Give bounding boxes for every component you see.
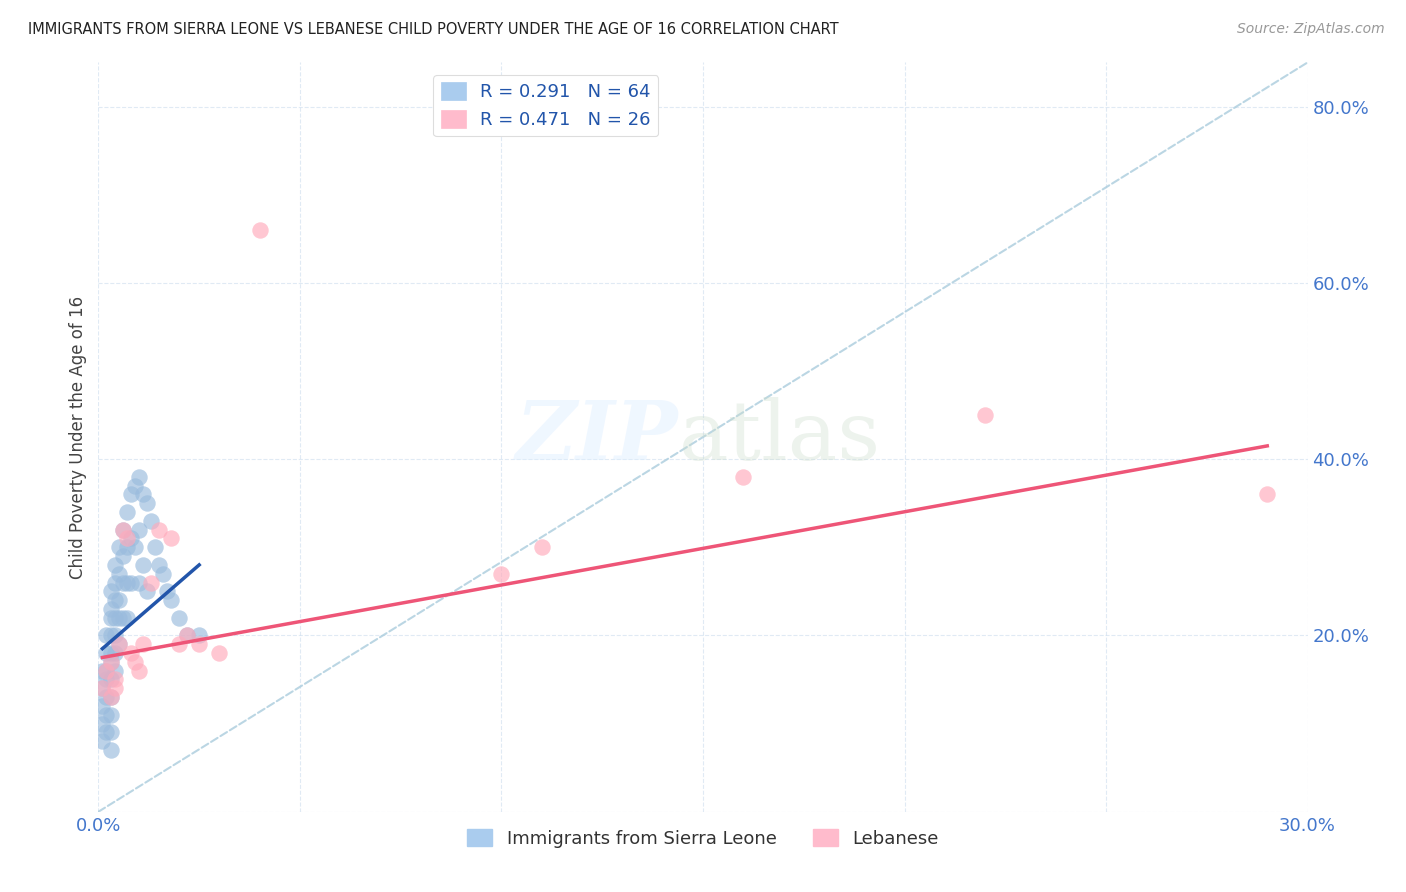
Text: atlas: atlas: [679, 397, 882, 477]
Point: [139, 514, 162, 528]
Point: [91, 716, 114, 731]
Point: [96, 628, 118, 642]
Point: [115, 532, 138, 546]
Point: [91, 664, 114, 678]
Point: [120, 575, 142, 590]
Point: [143, 541, 166, 555]
Point: [160, 593, 183, 607]
Point: [100, 655, 122, 669]
Point: [96, 673, 118, 687]
Point: [120, 487, 142, 501]
Point: [111, 523, 134, 537]
Point: [135, 584, 157, 599]
Point: [91, 681, 114, 696]
Point: [152, 566, 174, 581]
Point: [103, 664, 125, 678]
Point: [91, 681, 114, 696]
Point: [91, 698, 114, 713]
Point: [96, 707, 118, 722]
Point: [124, 541, 146, 555]
Point: [96, 664, 118, 678]
Point: [100, 743, 122, 757]
Point: [115, 575, 138, 590]
Point: [249, 223, 271, 237]
Point: [132, 487, 155, 501]
Legend: Immigrants from Sierra Leone, Lebanese: Immigrants from Sierra Leone, Lebanese: [460, 822, 946, 855]
Point: [148, 523, 170, 537]
Point: [135, 496, 157, 510]
Point: [148, 558, 170, 572]
Point: [974, 408, 997, 422]
Point: [100, 611, 122, 625]
Point: [139, 575, 162, 590]
Point: [124, 655, 146, 669]
Point: [124, 478, 146, 492]
Point: [132, 637, 155, 651]
Point: [530, 541, 553, 555]
Point: [188, 637, 211, 651]
Point: [103, 681, 125, 696]
Point: [100, 725, 122, 739]
Point: [107, 593, 129, 607]
Point: [103, 628, 125, 642]
Point: [115, 505, 138, 519]
Point: [176, 628, 198, 642]
Point: [733, 469, 755, 483]
Point: [100, 673, 122, 687]
Point: [1256, 487, 1278, 501]
Point: [107, 541, 129, 555]
Text: Source: ZipAtlas.com: Source: ZipAtlas.com: [1237, 22, 1385, 37]
Point: [91, 734, 114, 748]
Point: [100, 584, 122, 599]
Point: [96, 646, 118, 660]
Point: [100, 602, 122, 616]
Point: [100, 646, 122, 660]
Point: [132, 558, 155, 572]
Y-axis label: Child Poverty Under the Age of 16: Child Poverty Under the Age of 16: [69, 295, 87, 579]
Text: IMMIGRANTS FROM SIERRA LEONE VS LEBANESE CHILD POVERTY UNDER THE AGE OF 16 CORRE: IMMIGRANTS FROM SIERRA LEONE VS LEBANESE…: [28, 22, 839, 37]
Point: [96, 690, 118, 705]
Point: [103, 558, 125, 572]
Point: [103, 673, 125, 687]
Point: [111, 523, 134, 537]
Point: [115, 541, 138, 555]
Point: [100, 655, 122, 669]
Point: [107, 637, 129, 651]
Point: [115, 611, 138, 625]
Point: [167, 611, 190, 625]
Point: [107, 637, 129, 651]
Point: [208, 646, 231, 660]
Point: [491, 566, 513, 581]
Point: [156, 584, 179, 599]
Point: [103, 593, 125, 607]
Point: [128, 664, 150, 678]
Point: [167, 637, 190, 651]
Point: [96, 664, 118, 678]
Point: [120, 646, 142, 660]
Point: [160, 532, 183, 546]
Point: [100, 690, 122, 705]
Point: [128, 575, 150, 590]
Point: [128, 523, 150, 537]
Point: [103, 611, 125, 625]
Point: [120, 532, 142, 546]
Point: [100, 628, 122, 642]
Point: [107, 566, 129, 581]
Point: [100, 707, 122, 722]
Point: [103, 575, 125, 590]
Point: [103, 646, 125, 660]
Point: [111, 549, 134, 563]
Point: [188, 628, 211, 642]
Point: [111, 575, 134, 590]
Point: [128, 469, 150, 483]
Point: [111, 611, 134, 625]
Text: ZIP: ZIP: [516, 397, 679, 477]
Point: [100, 690, 122, 705]
Point: [96, 725, 118, 739]
Point: [176, 628, 198, 642]
Point: [107, 611, 129, 625]
